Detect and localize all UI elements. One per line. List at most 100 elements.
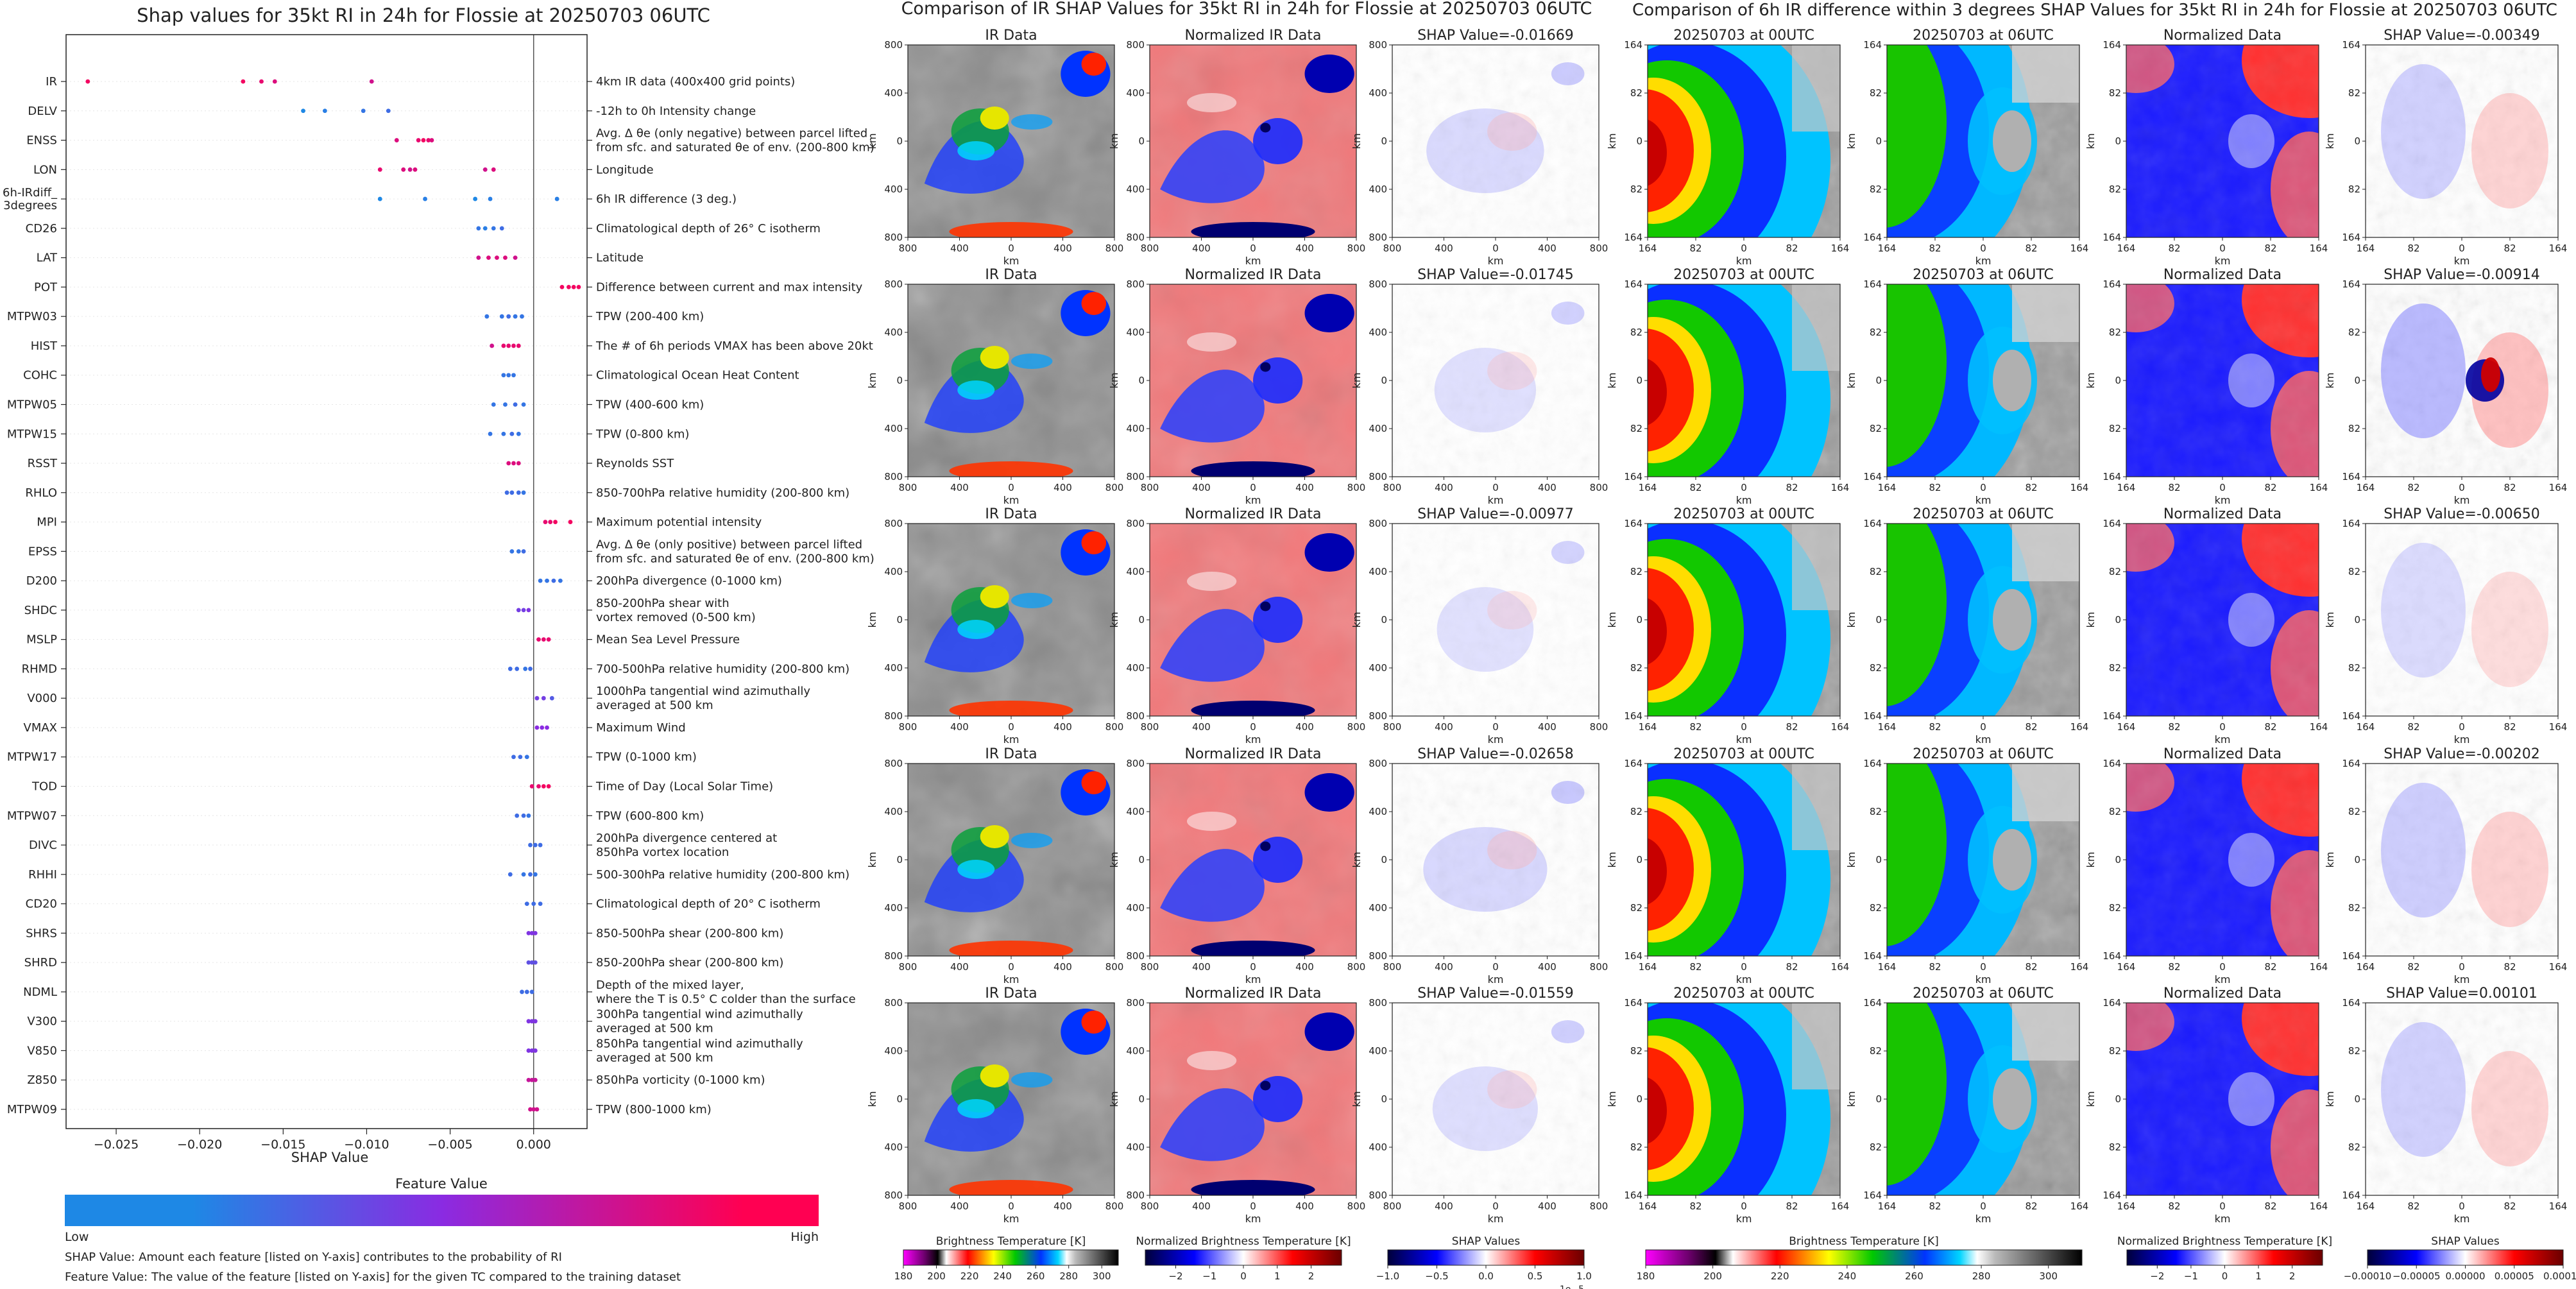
panel-y-tick-label: 164	[2342, 710, 2360, 722]
panel-y-tick-label: 82	[1870, 662, 1882, 674]
feature-description: 850-500hPa shear (200-800 km)	[596, 926, 783, 940]
panel-x-tick-label: 82	[1689, 243, 1702, 254]
feature-label-line: V850	[27, 1044, 57, 1057]
panel-title: SHAP Value=-0.02658	[1417, 746, 1574, 762]
panel-y-label: km	[2085, 1091, 2097, 1107]
row-guides	[66, 81, 587, 1110]
shap-point	[526, 1019, 531, 1024]
panel-y-tick-label: 0	[1138, 1093, 1145, 1105]
shap-point	[516, 608, 521, 613]
panel-x-label: km	[1736, 973, 1752, 986]
cloud-south	[949, 1180, 1073, 1195]
panel-x-tick-label: 400	[1192, 482, 1211, 493]
panel-y-label: km	[1606, 1091, 1618, 1107]
norm-south	[1191, 941, 1315, 956]
panel-y-label: km	[1845, 612, 1857, 628]
feature-description-line: vortex removed (0-500 km)	[596, 611, 756, 624]
panel-y-label: km	[1606, 373, 1618, 389]
feature-description-line: TPW (0-1000 km)	[595, 751, 697, 764]
panel-x-tick-label: 82	[2407, 961, 2419, 973]
panel-x-tick-label: 164	[1878, 961, 1897, 973]
colorbar-tick-label: −0.00010	[2344, 1270, 2392, 1282]
panel-x-tick-label: 800	[899, 243, 917, 254]
colorbar-tick-label: 200	[1703, 1270, 1722, 1282]
panel-image	[1150, 45, 1356, 237]
cloud-cyan	[957, 380, 995, 400]
colorbar-gradient	[1145, 1249, 1342, 1266]
panel-y-tick-label: 0	[1381, 1093, 1387, 1105]
panel-x-tick-label: 164	[1831, 1200, 1850, 1212]
panel-image	[1150, 764, 1356, 956]
panel-y-label: km	[1606, 133, 1618, 149]
panel-y-tick-label: 82	[2109, 423, 2121, 434]
shap-point	[476, 255, 481, 260]
shap-point	[526, 1048, 531, 1053]
cloud-south	[949, 941, 1073, 956]
zoom2-clear	[2012, 764, 2079, 821]
panel-image	[1392, 764, 1599, 956]
panel-x-tick-label: 800	[1105, 721, 1124, 733]
panel-x-label: km	[1003, 733, 1019, 746]
panel-x-tick-label: 400	[950, 482, 969, 493]
panel-y-tick-label: 0	[1636, 375, 1642, 386]
panel-x-tick-label: 0	[1492, 482, 1499, 493]
panel-title: IR Data	[985, 28, 1037, 44]
feature-label: VMAX	[24, 721, 58, 735]
feature-label-line: TOD	[31, 780, 57, 794]
feature-label-line: IR	[46, 75, 57, 89]
panel-y-tick-label: 800	[884, 950, 903, 962]
zoom-clear	[1792, 284, 1840, 371]
panel-x-tick-label: 82	[2407, 1200, 2419, 1212]
panel-x-label: km	[1975, 973, 1992, 986]
shap-point	[568, 520, 573, 524]
feature-description: Climatological Ocean Heat Content	[596, 369, 799, 382]
shap-point	[524, 989, 529, 994]
shap-point	[540, 725, 545, 730]
panel-y-tick-label: 400	[884, 327, 903, 338]
panel-y-tick-label: 82	[1870, 87, 1882, 99]
norm-south	[1191, 222, 1315, 237]
shap-point	[576, 285, 581, 289]
shap-point	[534, 1107, 540, 1112]
panel-x-tick-label: 0	[1741, 961, 1747, 973]
panel-title: Normalized IR Data	[1184, 746, 1321, 762]
feature-description: 300hPa tangential wind azimuthally averag…	[596, 1008, 803, 1036]
feature-description-line: from sfc. and saturated θe of env. (200-…	[596, 552, 874, 565]
cloud-yellow	[980, 346, 1009, 369]
feature-description: TPW (0-800 km)	[595, 427, 689, 441]
feature-label: V850	[27, 1044, 57, 1057]
feature-description: Avg. Δ θe (only negative) between parcel…	[596, 127, 874, 155]
panel-y-label: km	[2085, 133, 2097, 149]
panel-y-tick-label: 164	[2342, 1190, 2360, 1201]
panel-x-tick-label: 0	[1980, 721, 1986, 733]
panel-y-tick-label: 82	[2348, 902, 2360, 914]
shap-point	[301, 108, 305, 114]
panel-y-tick-label: 164	[1863, 518, 1882, 529]
panel-x-tick-label: 400	[1295, 1200, 1314, 1212]
colorbar-tick-label: −0.00005	[2393, 1270, 2441, 1282]
panel-colorbars: Brightness Temperature [K]180 200 220 240 26…	[894, 1235, 2576, 1289]
feature-description-line: Time of Day (Local Solar Time)	[595, 780, 773, 794]
panel-image	[1887, 1003, 2079, 1195]
panel-y-label: km	[866, 133, 878, 149]
shap-zoom-negative	[2381, 543, 2466, 678]
feature-description-line: -12h to 0h Intensity change	[596, 105, 756, 118]
feature-label: RHMD	[22, 662, 57, 676]
panel-y-tick-label: 400	[1126, 806, 1145, 817]
norm-zoom-texture	[2126, 524, 2319, 716]
feature-label: TOD	[31, 780, 57, 794]
panel-x-label: km	[1488, 973, 1504, 986]
shap-point	[377, 167, 382, 172]
feature-description: 4km IR data (400x400 grid points)	[596, 75, 795, 89]
panel-image	[908, 284, 1114, 477]
